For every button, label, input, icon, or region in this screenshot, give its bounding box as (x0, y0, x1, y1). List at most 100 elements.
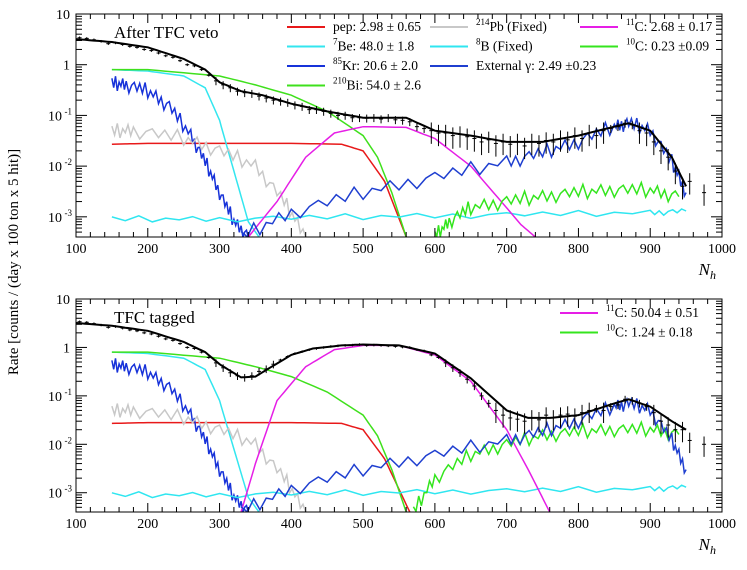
x-axis-title: Nh (698, 535, 716, 557)
series-be7 (111, 68, 260, 237)
series-bi210 (111, 68, 407, 237)
x-axis-title-sub: h (710, 268, 716, 282)
series-b8 (111, 484, 687, 499)
series-c11 (247, 125, 536, 237)
x-axis-title-sub: h (710, 543, 716, 557)
y-tick-label-exp: -2 (65, 157, 73, 167)
legend-sup: 10 (626, 37, 636, 47)
series-pb214 (111, 122, 307, 237)
legend-label-bi210: 210Bi: 54.0 ± 2.6 (333, 76, 421, 93)
x-tick-label: 500 (353, 517, 374, 532)
plot-area (76, 320, 707, 512)
y-tick-label-exp: -3 (65, 484, 73, 494)
series-pep (111, 142, 407, 237)
y-tick-label: 1 (63, 341, 70, 356)
series-ext (240, 396, 687, 512)
y-tick-label: 10 (48, 211, 62, 226)
y-tick-label-exp: -3 (65, 208, 73, 218)
series-be7 (111, 351, 260, 512)
legend-name: Kr: 20.6 ± 2.0 (342, 58, 418, 73)
plot-frame (75, 13, 723, 238)
legend-name: C: 50.04 ± 0.51 (615, 305, 699, 320)
y-tick-label: 10 (48, 160, 62, 175)
legend-sup: 11 (626, 17, 635, 27)
panel-title: After TFC veto (114, 23, 219, 42)
x-tick-label: 800 (568, 242, 589, 257)
y-tick-label-exp: -1 (65, 387, 73, 397)
series-pb214 (111, 402, 307, 512)
x-tick-label: 600 (424, 517, 445, 532)
legend-name: C: 0.23 ±0.09 (635, 39, 709, 54)
x-tick-label: 200 (137, 242, 158, 257)
legend-name: B (Fixed) (481, 39, 533, 54)
y-tick-label-exp: -1 (65, 106, 73, 116)
series-kr85 (111, 76, 250, 237)
series-bi210 (111, 351, 407, 512)
legend-sup: 11 (606, 303, 615, 313)
series-c11 (240, 344, 551, 512)
legend-label-c11: 11C: 50.04 ± 0.51 (606, 303, 699, 320)
legend-label-c10: 10C: 1.24 ± 0.18 (606, 323, 693, 340)
legend-label-b8: 8B (Fixed) (476, 37, 533, 54)
legend-sup: 10 (606, 323, 616, 333)
series-kr85 (111, 358, 250, 512)
x-tick-label: 700 (496, 242, 517, 257)
y-tick-label: 10 (56, 293, 70, 308)
x-tick-label: 600 (424, 242, 445, 257)
legend-sup: 8 (476, 37, 481, 47)
series-c10 (434, 180, 680, 237)
legend-label-pep: pep: 2.98 ± 0.65 (333, 19, 421, 34)
series-b8 (111, 208, 687, 223)
plot-frame (75, 298, 723, 513)
x-tick-label: 500 (353, 242, 374, 257)
legend-sup: 214 (476, 17, 490, 27)
legend-name: Pb (Fixed) (490, 19, 547, 34)
x-tick-label: 300 (209, 517, 230, 532)
legend-label-pb214: 214Pb (Fixed) (476, 17, 547, 34)
series-total (76, 322, 687, 431)
legend-name: Be: 48.0 ± 1.8 (338, 39, 415, 54)
y-tick-label: 10 (48, 487, 62, 502)
x-tick-label: 900 (640, 242, 661, 257)
legend-sup: 210 (333, 76, 347, 86)
y-tick-label: 10 (56, 8, 70, 23)
legend-sup: 7 (333, 37, 338, 47)
legend-label-c11: 11C: 2.68 ± 0.17 (626, 17, 712, 34)
x-tick-label: 1000 (708, 517, 736, 532)
x-tick-label: 300 (209, 242, 230, 257)
series-total (76, 38, 687, 187)
legend-label-c10: 10C: 0.23 ±0.09 (626, 37, 709, 54)
series-pep (111, 421, 411, 512)
panel-title: TFC tagged (114, 308, 195, 327)
x-tick-label: 900 (640, 517, 661, 532)
y-tick-label: 10 (48, 109, 62, 124)
series-c10 (412, 419, 680, 512)
legend-label-ext: External γ: 2.49 ±0.23 (476, 58, 596, 73)
x-tick-label: 400 (281, 242, 302, 257)
y-axis-title: Rate [counts / (day x 100 ton x 5 hit)] (6, 149, 22, 375)
x-tick-label: 700 (496, 517, 517, 532)
legend-name: C: 1.24 ± 0.18 (615, 325, 693, 340)
x-tick-label: 1000 (708, 242, 736, 257)
x-tick-label: 100 (66, 517, 87, 532)
x-tick-label: 100 (66, 242, 87, 257)
legend-label-be7: 7Be: 48.0 ± 1.8 (333, 37, 415, 54)
legend-name: C: 2.68 ± 0.17 (635, 19, 713, 34)
x-tick-label: 400 (281, 517, 302, 532)
series-ext (240, 116, 687, 237)
x-tick-label: 200 (137, 517, 158, 532)
x-axis-title: Nh (698, 260, 716, 282)
x-tick-label: 800 (568, 517, 589, 532)
legend-label-kr85: 85Kr: 20.6 ± 2.0 (333, 56, 418, 73)
y-tick-label: 1 (63, 59, 70, 74)
legend-sup: 85 (333, 56, 343, 66)
y-tick-label: 10 (48, 438, 62, 453)
y-tick-label: 10 (48, 390, 62, 405)
legend-name: Bi: 54.0 ± 2.6 (347, 78, 422, 93)
y-tick-label-exp: -2 (65, 435, 73, 445)
plot-area (76, 36, 707, 237)
